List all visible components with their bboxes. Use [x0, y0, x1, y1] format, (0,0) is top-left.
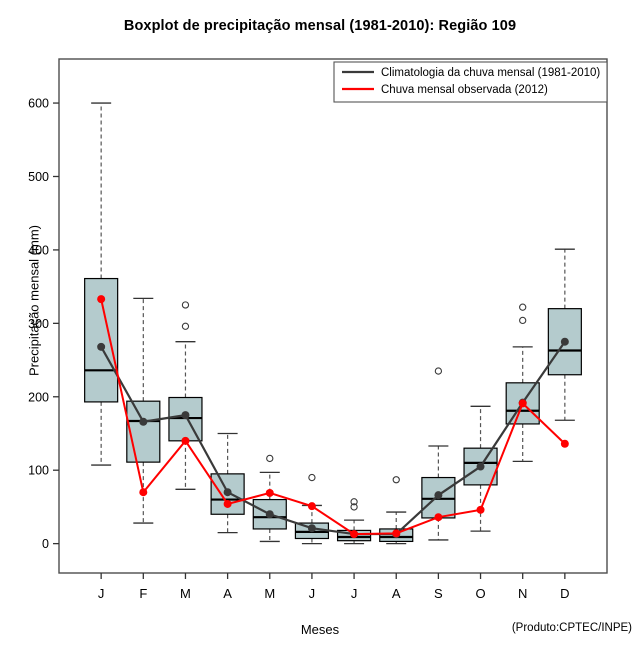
x-axis-label: Meses — [300, 622, 340, 637]
x-tick-label-3: A — [223, 586, 232, 601]
outlier-0 — [519, 303, 527, 311]
y-tick-label-300: 300 — [28, 317, 49, 331]
x-tick-label-9: O — [475, 586, 485, 601]
x-tick-label-0: J — [98, 586, 105, 601]
legend-label-1: Chuva mensal observada (2012) — [381, 84, 548, 96]
boxplot-A — [210, 432, 245, 534]
x-tick-label-6: J — [351, 586, 358, 601]
outlier-0 — [350, 503, 358, 511]
series-point-0-1 — [139, 417, 148, 426]
series-point-1-2 — [181, 436, 190, 445]
credit-note: (Produto:CPTEC/INPE) — [511, 622, 632, 634]
series-point-1-7 — [392, 529, 401, 538]
y-tick-label-600: 600 — [28, 97, 49, 111]
boxplot-J — [84, 102, 119, 466]
x-tick-label-4: M — [264, 586, 275, 601]
x-tick-label-5: J — [309, 586, 316, 601]
boxplot-F — [126, 297, 161, 524]
x-tick-label-2: M — [180, 586, 191, 601]
outlier-0 — [392, 476, 400, 484]
series-point-1-5 — [307, 502, 316, 511]
y-tick-label-500: 500 — [28, 170, 49, 184]
y-tick-label-400: 400 — [28, 243, 49, 257]
series-point-1-8 — [434, 513, 443, 522]
outlier-0 — [308, 473, 316, 482]
series-point-1-11 — [560, 439, 569, 448]
series-point-0-8 — [434, 491, 443, 500]
outlier-0 — [266, 454, 274, 463]
outlier-0 — [181, 301, 190, 309]
y-tick-label-100: 100 — [28, 464, 49, 478]
boxplot-S — [421, 367, 456, 541]
boxplot-N — [505, 303, 540, 463]
x-tick-label-1: F — [139, 586, 147, 601]
series-point-0-9 — [476, 462, 485, 471]
outlier-1 — [181, 322, 190, 330]
series-point-1-1 — [139, 488, 148, 497]
series-point-1-6 — [350, 530, 359, 539]
series-line-0 — [100, 341, 566, 536]
series-point-1-9 — [476, 505, 485, 514]
boxplot-M — [168, 301, 203, 490]
boxplot-M — [252, 454, 287, 543]
x-tick-label-7: A — [392, 586, 401, 601]
legend-box — [333, 61, 608, 103]
outlier-1 — [519, 316, 527, 325]
series-point-0-3 — [223, 488, 232, 497]
box — [126, 400, 161, 463]
series-point-0-0 — [97, 342, 106, 351]
series-point-0-4 — [265, 510, 274, 519]
series-point-1-10 — [518, 399, 527, 408]
x-tick-label-11: D — [560, 586, 569, 601]
series-point-1-3 — [223, 499, 232, 508]
page-title: Boxplot de precipitação mensal (1981-201… — [123, 18, 517, 34]
plot-frame — [58, 58, 608, 574]
series-point-0-2 — [181, 411, 190, 420]
y-tick-label-200: 200 — [28, 390, 49, 404]
series-point-1-0 — [97, 295, 106, 304]
x-tick-label-8: S — [434, 586, 443, 601]
series-point-0-5 — [307, 524, 316, 533]
y-tick-label-0: 0 — [42, 537, 49, 551]
series-point-1-4 — [265, 488, 274, 497]
outlier-1 — [350, 498, 358, 506]
series-point-0-11 — [560, 337, 569, 346]
outlier-0 — [434, 367, 443, 375]
boxplot-D — [547, 248, 582, 421]
x-tick-label-10: N — [518, 586, 527, 601]
legend-label-0: Climatologia da chuva mensal (1981-2010) — [381, 67, 600, 79]
series-line-1 — [100, 298, 566, 536]
